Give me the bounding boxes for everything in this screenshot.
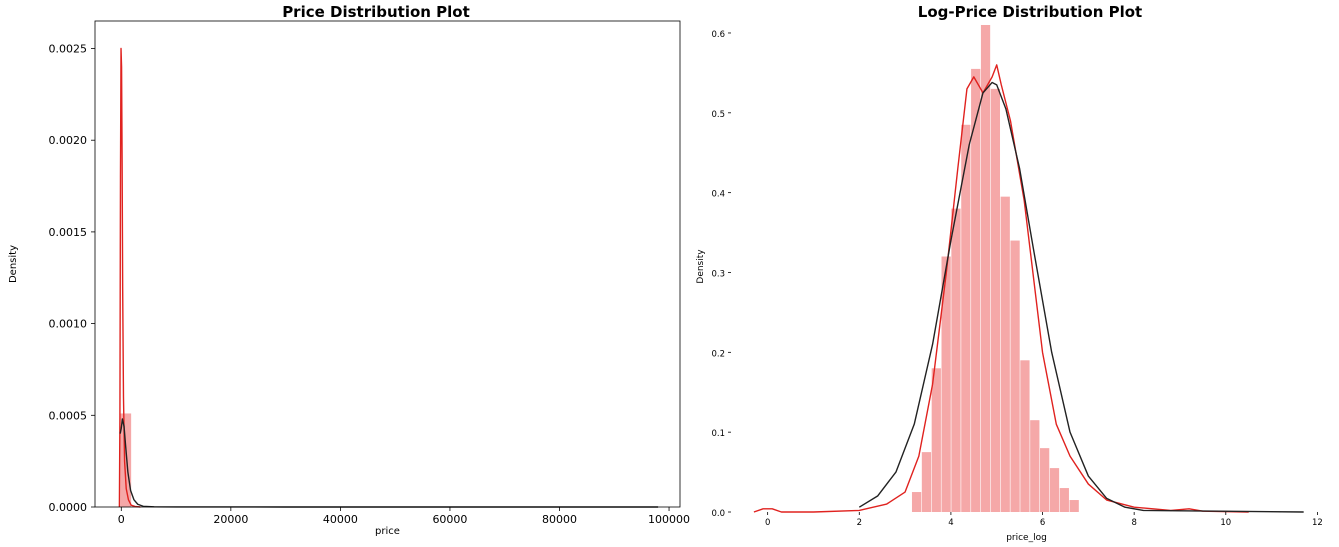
y-tick-label: 0.0025 [49, 43, 88, 56]
fit-line [858, 81, 1304, 513]
x-tick-label: 2 [857, 518, 862, 528]
histogram-bar [931, 368, 941, 512]
x-tick-label: 12 [1312, 518, 1323, 528]
chart-title: Log-Price Distribution Plot [918, 3, 1142, 21]
histogram-bar [1000, 196, 1010, 512]
histogram-bar [1030, 420, 1040, 512]
histogram-bar [951, 208, 961, 512]
y-tick-label: 0.4 [711, 190, 725, 200]
histogram-bar [1049, 468, 1060, 512]
x-tick-label: 4 [948, 518, 953, 528]
histogram-bar [1010, 240, 1020, 512]
histogram-bar [921, 452, 932, 512]
x-axis-label: price_log [1006, 533, 1047, 543]
y-tick-label: 0.2 [711, 349, 725, 359]
y-tick-label: 0.6 [711, 30, 725, 40]
histogram-bars [120, 413, 132, 507]
y-tick-label: 0.0000 [49, 501, 88, 514]
x-tick-label: 0 [118, 513, 125, 526]
x-tick-label: 100000 [648, 513, 690, 526]
histogram-bar [980, 24, 991, 512]
y-tick-label: 0.0010 [49, 318, 88, 331]
y-tick-label: 0.1 [711, 429, 725, 439]
histogram-bar [941, 256, 951, 512]
histogram-bar [1040, 448, 1050, 512]
x-tick-label: 40000 [323, 513, 358, 526]
x-tick-label: 8 [1131, 518, 1136, 528]
y-tick-label: 0.3 [711, 269, 725, 279]
y-tick-label: 0.0005 [49, 409, 88, 422]
x-tick-label: 10 [1220, 518, 1231, 528]
x-tick-label: 80000 [542, 513, 577, 526]
y-tick-label: 0.5 [711, 110, 725, 120]
histogram-bar [990, 88, 1001, 512]
histogram-bar [1020, 360, 1030, 512]
y-tick-label: 0.0015 [49, 226, 88, 239]
x-tick-label: 20000 [213, 513, 248, 526]
histogram-bar [971, 68, 981, 512]
histogram-bar [120, 413, 132, 507]
y-axis-label: Density [696, 249, 706, 284]
fit-line [119, 418, 659, 508]
x-tick-label: 0 [765, 518, 770, 528]
y-axis-label: Density [8, 245, 19, 283]
x-tick-label: 60000 [432, 513, 467, 526]
y-tick-label: 0.0020 [49, 134, 88, 147]
kde-line [118, 47, 141, 508]
histogram-bar [1059, 488, 1069, 512]
log-price-distribution-panel: 0.0 0.1 0.2 0.3 0.4 0.5 0.6 0 2 4 6 8 10 12 Log-Price … [696, 3, 1323, 543]
x-axis-label: price [375, 526, 400, 537]
axes-frame [94, 20, 681, 508]
y-tick-label: 0.0 [711, 509, 725, 519]
histogram-bar [1069, 500, 1079, 512]
histogram-bar [961, 124, 971, 512]
histogram-bars [911, 24, 1079, 512]
x-tick-label: 6 [1040, 518, 1045, 528]
chart-title: Price Distribution Plot [282, 3, 470, 21]
histogram-bar [911, 492, 922, 512]
price-distribution-panel: 0.0000 0.0005 0.0010 0.0015 0.0020 0.0025 0 200… [8, 3, 690, 537]
